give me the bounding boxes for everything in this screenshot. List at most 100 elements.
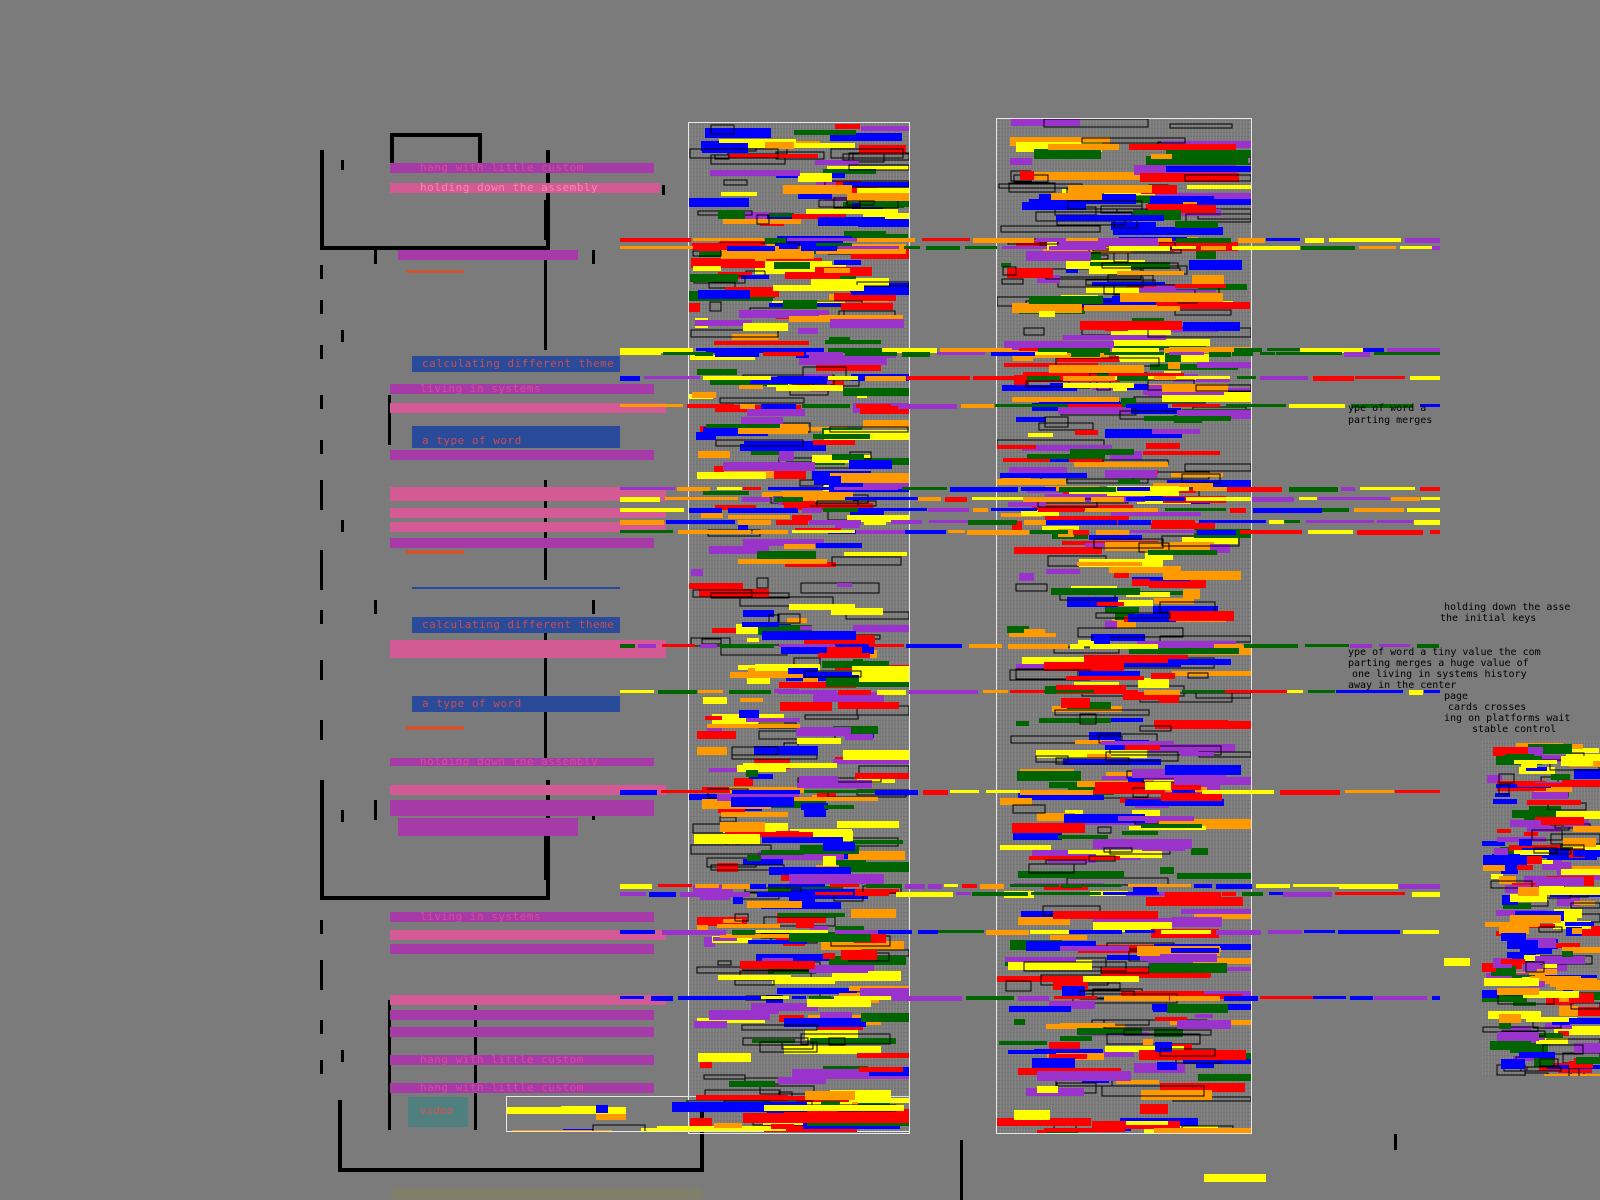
glitch-block [723,462,815,471]
glitch-block [1153,483,1213,487]
glitch-block [747,901,802,908]
glitch-block [1146,204,1216,213]
glitch-block [1514,760,1557,764]
glitch-block [1175,284,1226,288]
streak-segment [1313,376,1354,381]
glitch-block [693,885,733,893]
glitch-block [1184,463,1251,472]
glitch-block [764,1105,904,1111]
glitch-block [841,950,877,960]
glitch-block [850,508,884,518]
glitch-block [838,702,899,709]
glitch-block [714,341,809,345]
glitch-block [755,664,820,671]
glitch-block [1111,600,1153,606]
glitch-block [715,439,804,447]
glitch-block [804,670,862,678]
glitch-block [1572,866,1600,871]
glitch-block [1556,980,1600,990]
glitch-block [857,188,909,197]
glitch-block [1491,966,1516,976]
streak-segment [1420,487,1440,491]
glitch-block [1104,1051,1134,1057]
inner-tick [544,630,547,760]
glitch-block [1572,928,1582,934]
right-column-panel [997,119,1251,1133]
streak-segment [1374,996,1427,1000]
glitch-block [1573,845,1600,851]
glitch-block [1105,429,1182,438]
label-bar: hang with little custom [390,1055,654,1065]
glitch-block [827,645,862,655]
glitch-block [1197,199,1251,205]
glitch-block [1482,994,1527,1002]
glitch-block [754,746,818,755]
left-tick [320,1060,323,1074]
streak-segment [620,348,693,353]
streak-segment [620,690,654,693]
glitch-block [1162,392,1251,402]
glitch-block [1058,529,1074,537]
left-tick [320,345,323,359]
streak-segment [1268,930,1302,934]
glitch-block [1067,200,1143,210]
glitch-block [1024,520,1080,525]
glitch-block [1008,960,1092,970]
glitch-block [729,787,804,793]
glitch-block [816,365,881,371]
color-bar [390,995,666,1005]
glitch-block [1064,814,1145,823]
streak-segment [620,376,640,381]
glitch-block [1149,744,1235,752]
glitch-block [707,529,761,537]
glitch-block [1514,850,1549,855]
glitch-block [1557,897,1580,906]
glitch-block [1027,454,1105,459]
glitch-block [1019,573,1034,581]
glitch-block [1060,1023,1115,1027]
glitch-block [804,714,859,720]
bottom-strip-panel [507,1097,909,1131]
glitch-block [1559,1006,1578,1016]
left-tick [320,720,323,740]
glitch-block [796,921,814,928]
streak-segment [1355,376,1405,379]
glitch-block [1007,626,1029,633]
glitch-block [1045,859,1087,865]
glitch-block [847,193,909,201]
color-bar [390,450,654,460]
glitch-block [1174,777,1251,785]
glitch-block [1535,956,1585,964]
glitch-block [1126,592,1170,597]
glitch-block [1054,709,1150,716]
streak-segment [649,892,676,897]
glitch-block [1558,1031,1569,1036]
glitch-block [1109,745,1222,756]
glitch-block [1552,1020,1570,1025]
glitch-block [1151,154,1172,159]
glitch-block [704,937,715,947]
glitch-block [1024,629,1045,634]
glitch-block [1084,655,1188,663]
glitch-block [1501,933,1526,941]
glitch-block [1171,948,1219,953]
streak-segment [1269,892,1283,895]
glitch-block [1196,1062,1214,1068]
glitch-block [1536,877,1584,886]
glitch-block [785,272,840,279]
glitch-block [1537,969,1557,975]
side-text: parting merges [1348,415,1433,426]
glitch-block [1044,1128,1125,1132]
glitch-block [1012,397,1119,402]
glitch-block [1517,783,1562,787]
glitch-block [1120,354,1209,362]
glitch-block [1521,763,1537,768]
streak-segment [1395,790,1440,793]
glitch-block [1140,1104,1168,1114]
glitch-block [1057,238,1159,246]
glitch-block [783,185,852,194]
glitch-block [820,1012,852,1021]
glitch-block [830,319,904,328]
inner-tick [474,1000,477,1130]
glitch-block [1004,891,1034,898]
